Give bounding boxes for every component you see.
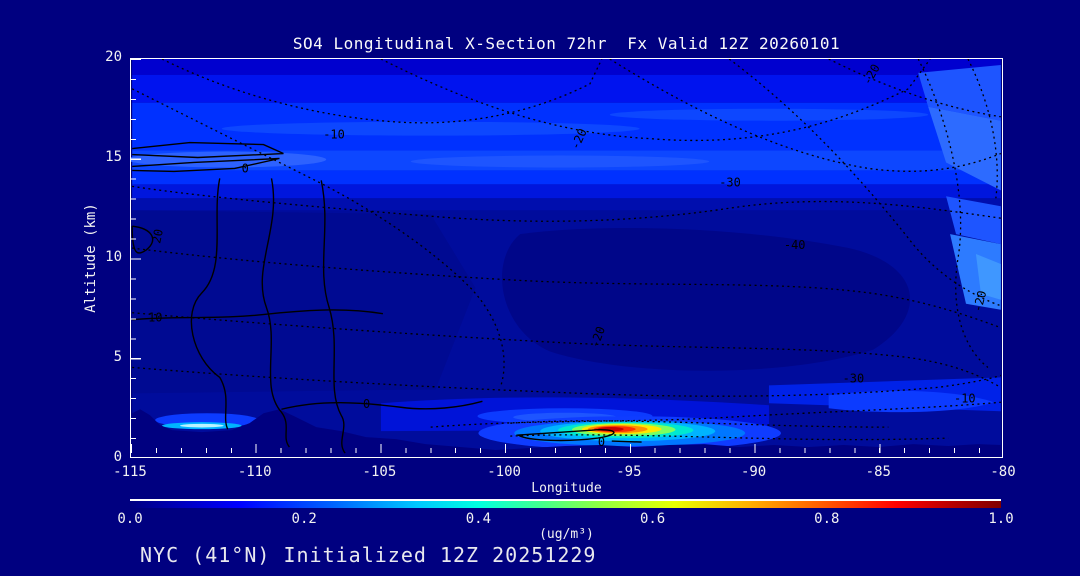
plot-area: 0 20 10 0 0 -10 -20 -30 -40 -20 -20 -20 …	[130, 58, 1003, 458]
colorbar-tick-label: 0.4	[465, 511, 492, 527]
y-tick-label: 15	[105, 149, 122, 165]
x-axis-title: Longitude	[531, 481, 602, 496]
x-tick-label: -105	[362, 464, 397, 480]
colorbar-tick-label: 0.8	[814, 511, 840, 527]
colorbar-tick-label: 1.0	[988, 511, 1014, 527]
x-tick-label: -100	[487, 464, 521, 480]
y-tick-label: 0	[113, 449, 122, 465]
y-tick-label: 10	[105, 249, 122, 265]
colorbar-tick-label: 0.0	[117, 511, 143, 527]
colorbar-tick-label: 0.6	[639, 511, 666, 527]
x-tick-label: -95	[616, 464, 642, 480]
contour-label: -10	[954, 391, 976, 405]
x-axis-major-ticks	[131, 444, 1002, 453]
x-tick-label: -110	[237, 464, 272, 480]
fill-right-edge	[918, 64, 1001, 310]
contour-lines-dotted	[131, 59, 1002, 441]
y-tick-label: 5	[113, 349, 122, 365]
y-axis-title-text: Altitude (km)	[83, 203, 100, 313]
contour-label: -20	[970, 289, 989, 313]
contour-label: -10	[323, 128, 345, 142]
x-tick-label: -80	[990, 464, 1016, 480]
x-tick-label: -85	[865, 464, 891, 480]
colorbar-tick-label: 0.2	[291, 511, 317, 527]
x-tick-label: -90	[740, 464, 767, 480]
y-axis-major-ticks	[131, 59, 141, 457]
contour-label: -40	[784, 238, 806, 252]
contour-lines-solid	[131, 141, 642, 454]
fill-upper-bands	[131, 59, 1001, 211]
y-tick-label: 20	[105, 49, 122, 65]
contour-label: 20	[149, 228, 166, 245]
y-axis-title: Altitude (km)	[78, 58, 104, 458]
contour-plot: 0 20 10 0 0 -10 -20 -30 -40 -20 -20 -20 …	[131, 59, 1002, 457]
x-tick-label: -115	[113, 464, 147, 480]
initialization-annotation: NYC (41°N) Initialized 12Z 20251229	[140, 543, 597, 567]
fill-dark-pools	[132, 210, 911, 394]
chart-title: SO4 Longitudinal X-Section 72hr Fx Valid…	[292, 34, 841, 53]
colorbar-unit-label: (ug/m³)	[539, 527, 594, 542]
contour-label: 0	[598, 435, 605, 449]
contour-label: 10	[148, 311, 162, 325]
hotspot	[478, 416, 781, 451]
contour-label: -20	[588, 325, 609, 350]
fill-valley-sliver	[162, 422, 242, 430]
contour-label: 0	[242, 161, 249, 175]
contour-label: 0	[363, 397, 370, 411]
contour-label: -30	[843, 371, 865, 385]
contour-label: -30	[719, 175, 741, 189]
colorbar	[130, 499, 1001, 508]
